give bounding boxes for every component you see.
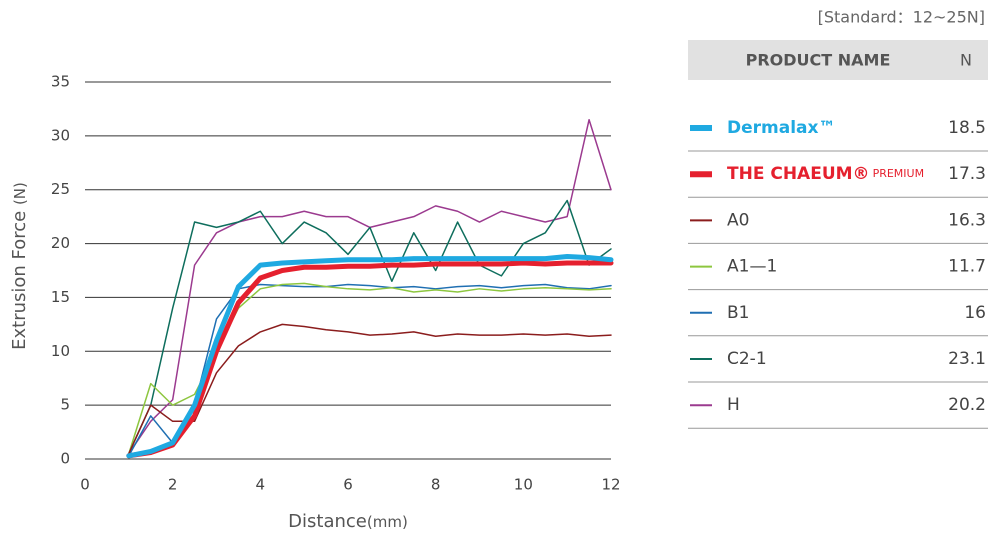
x-tick-label: 8 [431, 476, 441, 494]
x-label: Distance [288, 511, 367, 532]
legend-name: Dermalax™ [727, 118, 835, 138]
table-header-bg [688, 40, 988, 80]
table-value: 16.3 [948, 210, 986, 230]
legend-name: B1 [727, 303, 749, 323]
table-value: 20.2 [948, 395, 986, 415]
series-line [128, 283, 612, 457]
y-tick-label: 10 [51, 342, 70, 360]
series-line [128, 282, 612, 455]
series-line [128, 323, 612, 455]
series-line [126, 253, 614, 459]
legend-label: C2-1 [727, 349, 767, 369]
series-line [128, 199, 612, 455]
x-tick-label: 6 [343, 476, 353, 494]
legend-name: H [727, 395, 740, 415]
x-label-unit: (mm) [367, 513, 408, 531]
table-value: 11.7 [948, 257, 986, 277]
y-tick-label: 35 [51, 73, 70, 91]
y-tick-label: 0 [60, 450, 70, 468]
legend-label: THE CHAEUM® PREMIUM [727, 164, 924, 184]
x-tick-label: 4 [256, 476, 266, 494]
legend-label: A0 [727, 210, 749, 230]
y-tick-label: 30 [51, 126, 70, 144]
table-value: 16 [964, 303, 986, 323]
table-value: 18.5 [948, 118, 986, 138]
x-axis-label: Distance(mm) [288, 511, 408, 532]
x-tick-label: 10 [514, 476, 533, 494]
table-header: PRODUCT NAME [746, 51, 891, 70]
table-value: 23.1 [948, 349, 986, 369]
x-tick-label: 0 [80, 476, 90, 494]
legend-name: A1—1 [727, 257, 777, 277]
y-tick-label: 25 [51, 180, 70, 198]
legend-label: H [727, 395, 740, 415]
standard-note: [Standard：12~25N] [818, 8, 985, 27]
legend-label: A1—1 [727, 257, 777, 277]
legend-name: C2-1 [727, 349, 767, 369]
y-tick-label: 15 [51, 288, 70, 306]
table-header: N [960, 51, 972, 70]
x-tick-label: 2 [168, 476, 178, 494]
y-axis-label: Extrusion Force (N) [9, 182, 30, 350]
legend-name-suffix: PREMIUM [873, 167, 925, 180]
legend-name: A0 [727, 210, 749, 230]
legend-label: Dermalax™ [727, 118, 835, 138]
legend-name: THE CHAEUM® [727, 164, 870, 184]
series-line [126, 260, 614, 459]
y-label-unit: (N) [11, 182, 29, 205]
legend-label: B1 [727, 303, 749, 323]
y-tick-label: 5 [60, 396, 70, 414]
y-label: Extrusion Force [9, 211, 30, 350]
x-tick-label: 12 [601, 476, 620, 494]
table-value: 17.3 [948, 164, 986, 184]
y-tick-label: 20 [51, 234, 70, 252]
